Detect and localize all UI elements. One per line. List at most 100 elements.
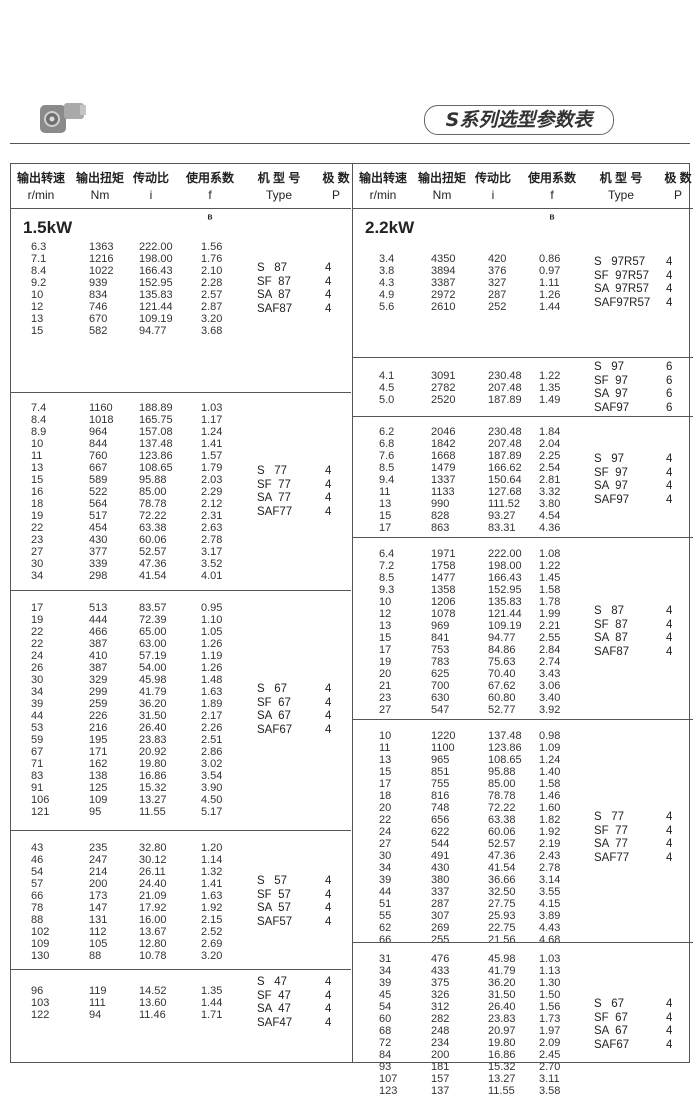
service-factor-cell: 2.84 (539, 644, 561, 656)
service-factor-cell: 1.58 (539, 778, 561, 790)
model-types: S 47 4 SF 47 4 SA 47 4 SAF47 4 (243, 976, 351, 1030)
output-speed-cell: 43 (31, 842, 44, 854)
output-speed-cell: 123 (379, 1085, 398, 1097)
output-torque-cell: 307 (431, 910, 450, 922)
ratio-cell: 67.62 (488, 680, 516, 692)
service-factor-cell: 4.50 (201, 794, 223, 806)
column-header-label: 极 数 (664, 171, 692, 185)
ratio-cell: 41.54 (139, 570, 167, 582)
model-type: S 47 (257, 976, 288, 988)
column-header-unit: Nm (90, 188, 110, 202)
output-speed-cell: 17 (379, 644, 392, 656)
column-header: 机 型 号 Type (585, 170, 657, 204)
column-header: 极 数 P (321, 170, 351, 204)
ratio-cell: 65.00 (139, 626, 167, 638)
model-types: S 67 4 SF 67 4 SA 67 4 SAF67 4 (585, 998, 693, 1052)
ratio-cell: 109.19 (139, 313, 173, 325)
ratio-cell: 95.88 (139, 474, 167, 486)
output-torque-cell: 454 (89, 522, 108, 534)
table-row: 6.3 1363 222.00 1.56 (11, 241, 243, 253)
output-torque-cell: 630 (431, 692, 450, 704)
service-factor-cell: 3.90 (201, 782, 223, 794)
output-torque-cell: 433 (431, 965, 450, 977)
pole-count: 6 (666, 401, 673, 414)
service-factor-cell: 2.17 (201, 710, 223, 722)
ratio-cell: 83.31 (488, 522, 516, 534)
table-row: 30 339 47.36 3.52 (11, 558, 243, 570)
pole-count: 4 (325, 275, 332, 288)
output-torque-cell: 226 (89, 710, 108, 722)
ratio-cell: 13.67 (139, 926, 167, 938)
service-factor-cell: 2.09 (539, 1037, 561, 1049)
output-speed-cell: 22 (31, 522, 44, 534)
ratio-cell: 13.27 (488, 1073, 516, 1085)
data-rows: 4.1 3091 230.48 1.22 4.5 2782 207.48 1.35 5.0 252… (353, 370, 585, 406)
table-row: 8.9 964 157.08 1.24 (11, 426, 243, 438)
output-speed-cell: 3.8 (379, 265, 395, 277)
table-row: 106 109 13.27 4.50 (11, 794, 243, 806)
service-factor-cell: 1.11 (539, 277, 560, 289)
output-torque-cell: 137 (431, 1085, 450, 1097)
output-torque-cell: 282 (431, 1013, 450, 1025)
table-row: 78 147 17.92 1.92 (11, 902, 243, 914)
pole-count: 4 (666, 824, 673, 837)
service-factor-cell: 1.92 (539, 826, 561, 838)
column-header-label: 使用系数 (527, 171, 576, 185)
output-torque-cell: 387 (89, 662, 108, 674)
ratio-cell: 26.11 (139, 866, 166, 878)
ratio-cell: 47.36 (488, 850, 516, 862)
table-row: 103 111 13.60 1.44 (11, 997, 243, 1009)
model-type-row: S 57 4 (243, 875, 351, 889)
table-row: 11 1133 127.68 3.32 (353, 486, 585, 498)
ratio-cell: 137.48 (488, 730, 522, 742)
output-torque-cell: 3894 (431, 265, 456, 277)
output-speed-cell: 6.3 (31, 241, 47, 253)
table-row: 24 622 60.06 1.92 (353, 826, 585, 838)
model-type-row: SF 67 4 (585, 1012, 693, 1026)
output-speed-cell: 96 (31, 985, 44, 997)
table-row: 27 544 52.57 2.19 (353, 838, 585, 850)
table-row: 13 667 108.65 1.79 (11, 462, 243, 474)
model-type: SA 97R57 (594, 283, 649, 295)
model-type-row: SAF97R57 4 (585, 297, 693, 311)
model-type: S 87 (594, 605, 625, 617)
model-type-row: S 97 4 (585, 453, 693, 467)
table-row: 88 131 16.00 2.15 (11, 914, 243, 926)
model-type-row: S 97R57 4 (585, 256, 693, 270)
output-torque-cell: 1160 (89, 402, 113, 414)
model-type-row: S 87 4 (585, 605, 693, 619)
model-type: SF 97R57 (594, 269, 649, 282)
ratio-cell: 135.83 (139, 289, 173, 301)
output-torque-cell: 700 (431, 680, 450, 692)
model-type-row: SAF67 4 (585, 1039, 693, 1053)
model-type-row: SA 47 4 (243, 1003, 351, 1017)
service-factor-cell: 3.92 (539, 704, 561, 716)
ratio-cell: 45.98 (488, 953, 516, 965)
table-row: 8.5 1479 166.62 2.54 (353, 462, 585, 474)
model-type: SA 57 (257, 902, 291, 914)
ratio-cell: 52.77 (488, 704, 516, 716)
table-row: 39 375 36.20 1.30 (353, 977, 585, 989)
output-speed-cell: 4.1 (379, 370, 395, 382)
ratio-cell: 230.48 (488, 370, 522, 382)
model-type-row: SA 77 4 (243, 492, 351, 506)
service-factor-cell: 2.55 (539, 632, 561, 644)
service-factor-cell: 3.06 (539, 680, 561, 692)
service-factor-cell: 3.52 (201, 558, 223, 570)
pole-count: 4 (666, 1011, 673, 1024)
table-half-2.2kw: 输出转速 r/min 输出扭矩 Nm 传动比 i 使用系数 f B 机 型 号 Type 极 数 P 2… (353, 164, 693, 1097)
model-group: 6.4 1971 222.00 1.08 7.2 1758 198.00 1.22 8.5 147… (353, 537, 693, 719)
output-torque-cell: 214 (89, 866, 108, 878)
table-row: 17 863 83.31 4.36 (353, 522, 585, 534)
output-speed-cell: 9.2 (31, 277, 47, 289)
model-type: SA 97 (594, 480, 628, 492)
data-rows: 6.4 1971 222.00 1.08 7.2 1758 198.00 1.22 8.5 147… (353, 548, 585, 716)
table-row: 13 670 109.19 3.20 (11, 313, 243, 325)
output-torque-cell: 1133 (431, 486, 455, 498)
ratio-cell: 165.75 (139, 414, 173, 426)
output-torque-cell: 466 (89, 626, 108, 638)
service-factor-cell: 1.05 (201, 626, 223, 638)
model-type-row: SAF47 4 (243, 1017, 351, 1031)
output-torque-cell: 326 (431, 989, 450, 1001)
service-factor-cell: 1.44 (201, 997, 223, 1009)
